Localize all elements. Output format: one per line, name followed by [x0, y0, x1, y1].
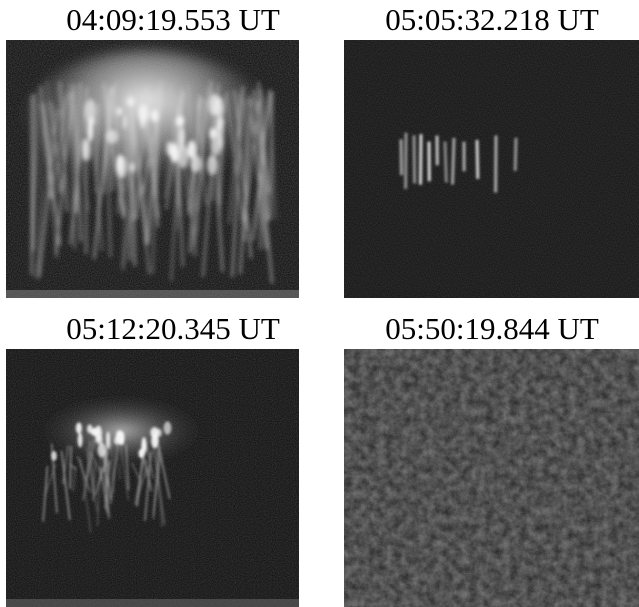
sprite-image [344, 40, 639, 298]
timestamp-label: 05:05:32.218 UT [345, 2, 639, 38]
noise-image [344, 349, 639, 607]
sprite-image [6, 349, 299, 607]
sprite-image [6, 40, 299, 298]
timestamp-label: 04:09:19.553 UT [8, 2, 338, 38]
timestamp-label: 05:50:19.844 UT [345, 311, 639, 347]
sprite-image-panel [344, 349, 639, 607]
timestamp-label: 05:12:20.345 UT [8, 311, 338, 347]
sprite-image-panel [6, 40, 299, 298]
sprite-image-panel [6, 349, 299, 607]
sprite-image-panel [344, 40, 639, 298]
